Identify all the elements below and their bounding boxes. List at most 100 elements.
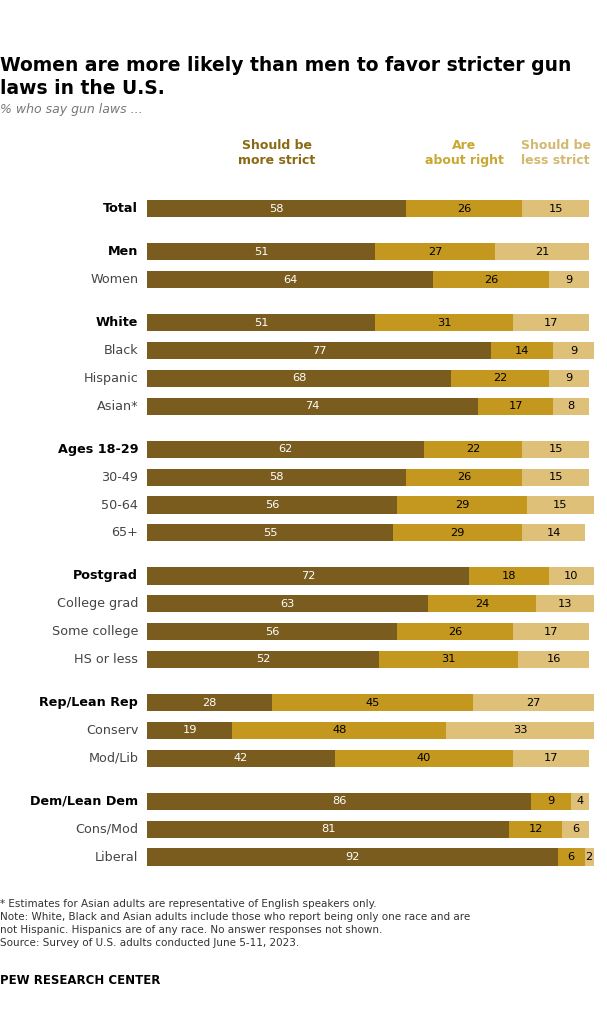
Text: White: White [96,316,138,330]
Bar [509,820,562,838]
Bar [148,820,509,838]
Bar [148,651,379,668]
Bar [379,651,518,668]
Bar [148,722,232,739]
Text: 72: 72 [301,571,315,581]
Bar [148,793,531,810]
Text: 17: 17 [544,627,558,637]
Text: 48: 48 [332,725,347,735]
Text: 58: 58 [270,472,284,482]
Text: 30-49: 30-49 [101,471,138,483]
Bar [549,370,589,387]
Text: 9: 9 [566,274,572,285]
Text: 64: 64 [283,274,297,285]
Bar [148,623,397,640]
Bar [514,750,589,767]
Text: 77: 77 [312,346,327,355]
Text: Hispanic: Hispanic [84,372,138,385]
Text: 13: 13 [557,599,572,609]
Text: 10: 10 [564,571,578,581]
Text: Asian*: Asian* [97,399,138,413]
Text: Black: Black [104,344,138,357]
Text: Ages 18-29: Ages 18-29 [58,443,138,456]
Bar [148,271,433,289]
Bar [424,440,522,458]
Bar [522,200,589,217]
Text: 15: 15 [548,444,563,455]
Bar [514,623,589,640]
Bar [148,342,491,359]
Text: 45: 45 [365,697,380,708]
Text: 63: 63 [280,599,295,609]
Text: Cons/Mod: Cons/Mod [75,822,138,836]
Bar [273,694,473,712]
Bar [491,342,554,359]
Text: Women are more likely than men to favor stricter gun
laws in the U.S.: Women are more likely than men to favor … [0,55,571,98]
Text: 16: 16 [546,654,561,665]
Text: 86: 86 [332,797,347,806]
Text: Are
about right: Are about right [425,139,504,167]
Text: Liberal: Liberal [95,851,138,863]
Bar [554,397,589,415]
Text: 29: 29 [455,500,469,510]
Bar [148,849,558,865]
Text: 42: 42 [234,754,248,763]
Text: 65+: 65+ [112,526,138,540]
Bar [148,314,375,332]
Text: 40: 40 [417,754,431,763]
Text: 31: 31 [437,317,452,328]
Text: 81: 81 [320,824,335,835]
Bar [522,440,589,458]
Text: 9: 9 [566,374,572,383]
Text: 18: 18 [501,571,516,581]
Text: Women: Women [90,273,138,286]
Bar [522,524,585,542]
Text: 9: 9 [548,797,555,806]
Text: 4: 4 [577,797,584,806]
Text: 33: 33 [513,725,527,735]
Bar [148,397,478,415]
Text: 12: 12 [529,824,543,835]
Bar [535,595,594,612]
Text: 68: 68 [292,374,306,383]
Text: College grad: College grad [57,597,138,610]
Bar [148,595,429,612]
Text: 29: 29 [450,527,465,538]
Text: 51: 51 [254,317,268,328]
Text: 15: 15 [553,500,568,510]
Bar [562,820,589,838]
Text: * Estimates for Asian adults are representative of English speakers only.
Note: : * Estimates for Asian adults are represe… [0,899,470,948]
Bar [527,497,594,514]
Bar [334,750,514,767]
Bar [451,370,549,387]
Bar [397,497,527,514]
Bar [549,271,589,289]
Text: 74: 74 [305,401,320,412]
Text: 58: 58 [270,204,284,214]
Text: 22: 22 [466,444,480,455]
Bar [375,243,495,260]
Text: 15: 15 [548,204,563,214]
Bar [522,469,589,485]
Text: 2: 2 [586,852,592,862]
Bar [406,469,522,485]
Bar [473,694,594,712]
Bar [469,567,549,585]
Bar [571,793,589,810]
Bar [148,497,397,514]
Text: 8: 8 [568,401,575,412]
Bar [148,694,273,712]
Text: 27: 27 [526,697,541,708]
Text: 28: 28 [203,697,217,708]
Bar [518,651,589,668]
Bar [232,722,446,739]
Text: 14: 14 [515,346,529,355]
Text: Mod/Lib: Mod/Lib [89,752,138,765]
Bar [549,567,594,585]
Text: 14: 14 [546,527,561,538]
Text: 56: 56 [265,627,279,637]
Bar [406,200,522,217]
Text: 22: 22 [493,374,507,383]
Text: 26: 26 [457,204,471,214]
Text: PEW RESEARCH CENTER: PEW RESEARCH CENTER [0,974,160,987]
